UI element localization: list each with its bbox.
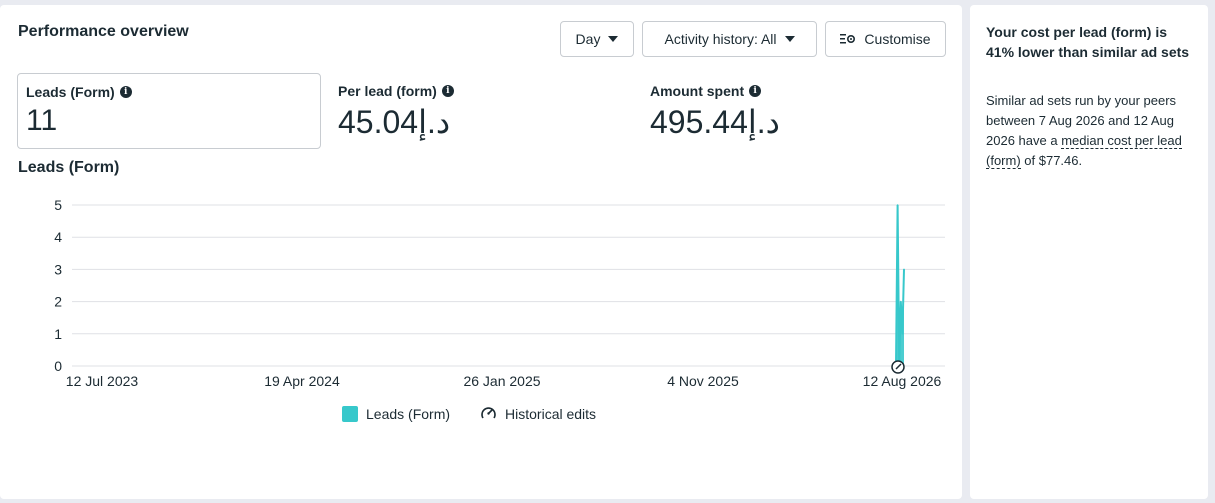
metric-per-lead-label-wrap: Per lead (form) i <box>338 83 454 99</box>
median-cost-link[interactable]: median cost per lead (form) <box>986 133 1182 169</box>
y-tick-label: 2 <box>54 294 62 310</box>
metric-label: Per lead (form) <box>338 83 437 99</box>
day-dropdown[interactable]: Day <box>560 21 634 57</box>
insight-headline: Your cost per lead (form) is 41% lower t… <box>986 24 1190 60</box>
legend-item-leads[interactable]: Leads (Form) <box>342 405 451 422</box>
legend-swatch <box>342 405 358 422</box>
x-tick-label: 19 Apr 2024 <box>264 373 340 389</box>
x-tick-label: 12 Aug 2026 <box>863 373 942 389</box>
y-tick-label: 1 <box>54 326 62 342</box>
metric-value: 45.04د.إ <box>338 104 451 140</box>
metric-per-lead[interactable]: Per lead (form) i 45.04د.إ <box>330 73 630 149</box>
y-tick-label: 5 <box>54 197 62 213</box>
metric-label: Leads (Form) <box>26 84 115 100</box>
caret-down-icon <box>784 36 795 42</box>
insight-body-suffix: of $77.46. <box>1020 153 1083 168</box>
caret-down-icon <box>608 36 619 42</box>
legend-label: Historical edits <box>505 405 597 422</box>
data-point <box>900 300 902 303</box>
y-tick-label: 4 <box>54 229 62 245</box>
insight-body: Similar ad sets run by your peers betwee… <box>986 91 1201 171</box>
leads-chart[interactable]: 0 1 2 3 4 5 12 Jul 2023 19 Apr 2024 26 Jan 2025 4… <box>0 185 962 400</box>
x-tick-label: 26 Jan 2025 <box>463 373 540 389</box>
legend-label: Leads (Form) <box>366 405 451 422</box>
metric-value: 495.44د.إ <box>650 104 780 140</box>
metric-label: Amount spent <box>650 83 745 99</box>
performance-overview-panel: Performance overview Day Activity histor… <box>0 5 962 499</box>
insight-panel: Your cost per lead (form) is 41% lower t… <box>970 5 1208 499</box>
chart-legend: Leads (Form) Historical edits <box>342 405 596 422</box>
chart-title: Leads (Form) <box>18 159 120 176</box>
activity-history-dropdown[interactable]: Activity history: All <box>642 21 817 57</box>
metric-amount-label-wrap: Amount spent i <box>650 83 762 99</box>
info-icon[interactable]: i <box>441 85 454 97</box>
activity-history-label: Activity history: All <box>664 31 777 47</box>
info-icon[interactable]: i <box>749 85 762 97</box>
customise-icon <box>840 34 856 44</box>
historical-edit-marker[interactable] <box>891 360 905 374</box>
legend-item-historical-edits[interactable]: Historical edits <box>480 405 596 422</box>
metric-leads-label-wrap: Leads (Form) i <box>26 84 132 100</box>
metric-amount-spent[interactable]: Amount spent i 495.44د.إ <box>642 73 942 149</box>
info-icon[interactable]: i <box>119 86 132 98</box>
metric-value: 11 <box>26 104 58 137</box>
page-title: Performance overview <box>18 23 189 40</box>
metric-leads[interactable]: Leads (Form) i 11 <box>17 73 321 149</box>
insight-body-text: Similar ad sets run by your peers betwee… <box>986 93 1177 148</box>
data-point <box>896 204 899 206</box>
day-dropdown-label: Day <box>575 31 601 47</box>
series-line <box>895 204 905 367</box>
x-tick-label: 12 Jul 2023 <box>66 373 139 389</box>
y-tick-label: 3 <box>54 261 62 277</box>
customise-button[interactable]: Customise <box>825 21 946 57</box>
y-tick-label: 0 <box>54 358 62 374</box>
customise-label: Customise <box>864 31 931 47</box>
data-point <box>901 333 904 335</box>
data-point <box>903 268 905 271</box>
historical-edits-icon <box>481 407 496 419</box>
marker-needle <box>895 363 902 370</box>
x-tick-label: 4 Nov 2025 <box>667 373 739 389</box>
